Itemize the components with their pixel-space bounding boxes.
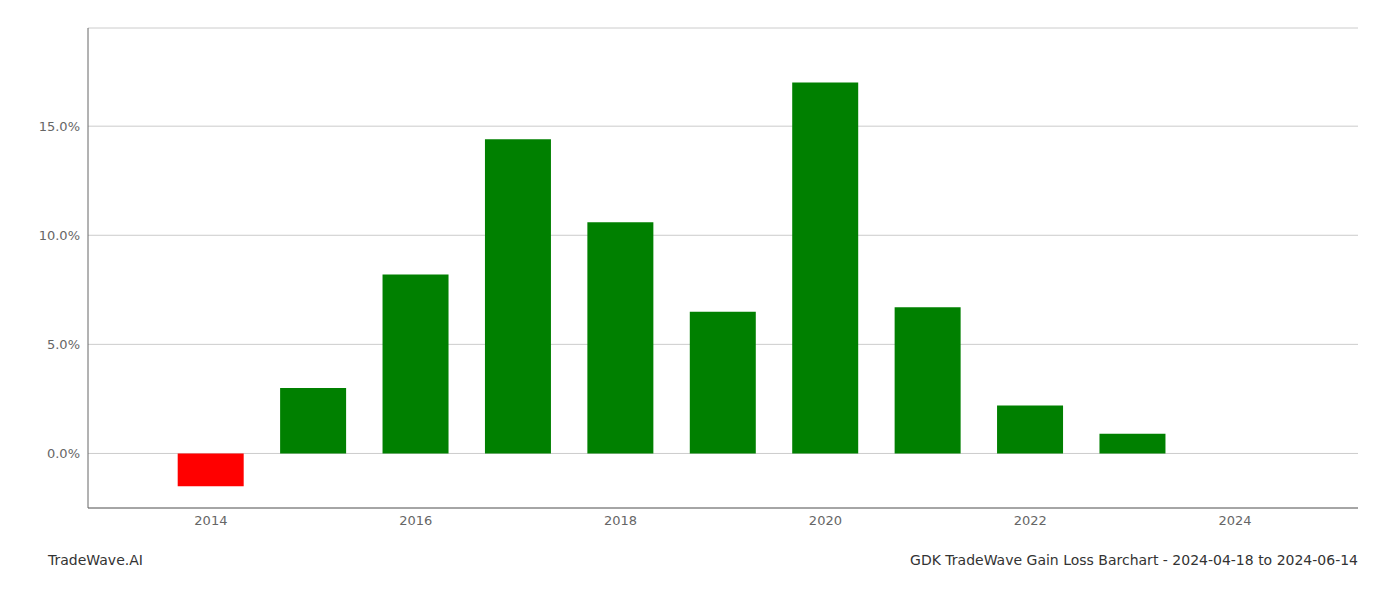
svg-text:5.0%: 5.0% bbox=[47, 337, 80, 352]
svg-text:2024: 2024 bbox=[1219, 513, 1252, 528]
svg-text:15.0%: 15.0% bbox=[39, 119, 80, 134]
svg-text:2014: 2014 bbox=[194, 513, 227, 528]
svg-text:0.0%: 0.0% bbox=[47, 446, 80, 461]
svg-text:10.0%: 10.0% bbox=[39, 228, 80, 243]
svg-text:2016: 2016 bbox=[399, 513, 432, 528]
html-text:TradeWave.AI: TradeWave.AI bbox=[48, 552, 143, 568]
svg-text:2020: 2020 bbox=[809, 513, 842, 528]
html-text:GDK TradeWave Gain Loss Barcha: GDK TradeWave Gain Loss Barchart - 2024-… bbox=[910, 552, 1358, 568]
svg-text:2018: 2018 bbox=[604, 513, 637, 528]
svg-text:2022: 2022 bbox=[1014, 513, 1047, 528]
